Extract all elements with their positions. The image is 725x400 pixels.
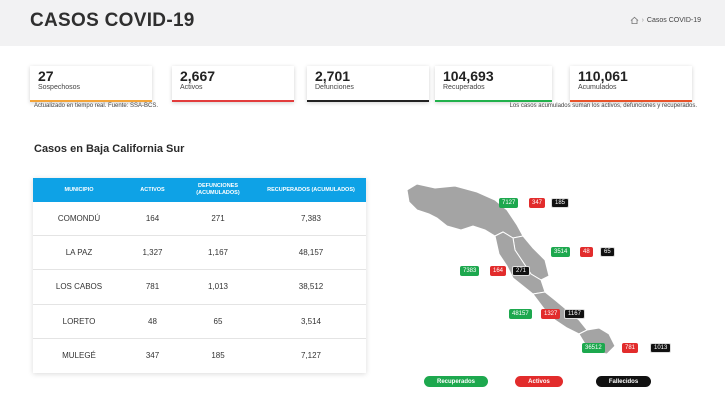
- cell-recuperados: 7,383: [300, 214, 322, 224]
- page-title: CASOS COVID-19: [30, 10, 195, 31]
- cell-municipio: COMONDÚ: [57, 214, 101, 224]
- label-loscabos-activos: 781: [622, 343, 639, 353]
- bcs-map: 7127 347 185 3514 48 65 7383 164 271 481…: [395, 170, 695, 370]
- label-mulege-fallecidos: 185: [551, 198, 570, 208]
- cell-recuperados: 38,512: [298, 282, 324, 292]
- cell-municipio: MULEGÉ: [62, 351, 96, 361]
- label-loscabos-recuperados: 36512: [582, 343, 605, 353]
- column-header: MUNICIPIO: [64, 186, 94, 193]
- stat-value: 2,701: [315, 68, 351, 84]
- label-loreto-fallecidos: 65: [600, 247, 615, 257]
- stat-label: Defunciones: [315, 84, 354, 91]
- legend-recuperados: Recuperados: [424, 376, 488, 387]
- label-loreto-activos: 48: [580, 247, 593, 257]
- cell-recuperados: 7,127: [300, 351, 322, 361]
- label-lapaz-recuperados: 48157: [509, 309, 532, 319]
- cell-activos: 48: [148, 316, 157, 326]
- section-title: Casos en Baja California Sur: [34, 143, 185, 155]
- cell-activos: 781: [145, 282, 160, 292]
- breadcrumb: › Casos COVID-19: [630, 16, 701, 25]
- table-row: LORETO 48 65 3,514: [33, 305, 366, 339]
- stat-label: Acumulados: [578, 84, 617, 91]
- cell-activos: 1,327: [142, 248, 163, 258]
- label-comondu-recuperados: 7383: [460, 266, 480, 276]
- stat-sospechosos: 27 Sospechosos: [30, 66, 152, 102]
- cell-activos: 347: [145, 351, 160, 361]
- stat-value: 2,667: [180, 68, 216, 84]
- home-icon[interactable]: [630, 16, 639, 25]
- table-header: MUNICIPIO ACTIVOS DEFUNCIONES (ACUMULADO…: [33, 178, 366, 202]
- stat-activos: 2,667 Activos: [172, 66, 294, 102]
- cell-recuperados: 3,514: [300, 316, 322, 326]
- table-row: LOS CABOS 781 1,013 38,512: [33, 270, 366, 305]
- table-row: COMONDÚ 164 271 7,383: [33, 202, 366, 237]
- stat-underline: [172, 100, 294, 102]
- top-header: CASOS COVID-19 › Casos COVID-19: [0, 0, 725, 46]
- stat-defunciones: 2,701 Defunciones: [307, 66, 429, 102]
- cell-defunciones: 65: [213, 316, 223, 326]
- cell-activos: 164: [145, 214, 160, 224]
- stat-value: 27: [38, 68, 54, 84]
- column-header: RECUPERADOS (ACUMULADOS): [267, 186, 355, 193]
- cell-defunciones: 271: [211, 214, 225, 224]
- cell-municipio: LORETO: [62, 316, 96, 326]
- stat-underline: [307, 100, 429, 102]
- breadcrumb-separator: ›: [641, 17, 644, 24]
- cell-municipio: LOS CABOS: [55, 282, 103, 292]
- stat-label: Activos: [180, 84, 203, 91]
- stat-label: Sospechosos: [38, 84, 81, 91]
- label-lapaz-fallecidos: 1167: [564, 309, 585, 319]
- legend-activos: Activos: [515, 376, 563, 387]
- stats-row: 27 Sospechosos 2,667 Activos 2,701 Defun…: [30, 66, 697, 102]
- table-row: MULEGÉ 347 185 7,127: [33, 339, 366, 373]
- label-mulege-recuperados: 7127: [499, 198, 519, 208]
- stat-value: 110,061: [578, 68, 628, 84]
- label-comondu-fallecidos: 271: [512, 266, 531, 276]
- stat-underline: [570, 100, 692, 102]
- stat-acumulados: 110,061 Acumulados: [570, 66, 692, 102]
- cell-defunciones: 1,013: [207, 282, 229, 292]
- stat-value: 104,693: [443, 68, 494, 84]
- breadcrumb-current: Casos COVID-19: [646, 17, 701, 24]
- cell-defunciones: 185: [211, 351, 225, 361]
- stat-underline: [30, 100, 152, 102]
- source-note: Actualizado en tiempo real. Fuente: SSA-…: [34, 103, 159, 109]
- region-mulege: [406, 183, 524, 239]
- legend-fallecidos: Fallecidos: [596, 376, 651, 387]
- label-loscabos-fallecidos: 1013: [650, 343, 672, 353]
- accumulated-note: Los casos acumulados suman los activos, …: [509, 103, 697, 109]
- label-comondu-activos: 164: [490, 266, 507, 276]
- label-mulege-activos: 347: [529, 198, 546, 208]
- cell-municipio: LA PAZ: [65, 248, 93, 258]
- label-loreto-recuperados: 3514: [551, 247, 571, 257]
- stat-label: Recuperados: [443, 84, 485, 91]
- column-header: ACTIVOS: [140, 186, 165, 193]
- region-comondu: [494, 231, 546, 295]
- cell-defunciones: 1,167: [207, 248, 229, 258]
- cell-recuperados: 48,157: [298, 248, 324, 258]
- column-header: DEFUNCIONES (ACUMULADOS): [196, 183, 240, 196]
- stat-underline: [435, 100, 552, 102]
- stat-recuperados: 104,693 Recuperados: [435, 66, 552, 102]
- table-row: LA PAZ 1,327 1,167 48,157: [33, 236, 366, 271]
- municipio-table: MUNICIPIO ACTIVOS DEFUNCIONES (ACUMULADO…: [33, 178, 366, 373]
- label-lapaz-activos: 1327: [541, 309, 561, 319]
